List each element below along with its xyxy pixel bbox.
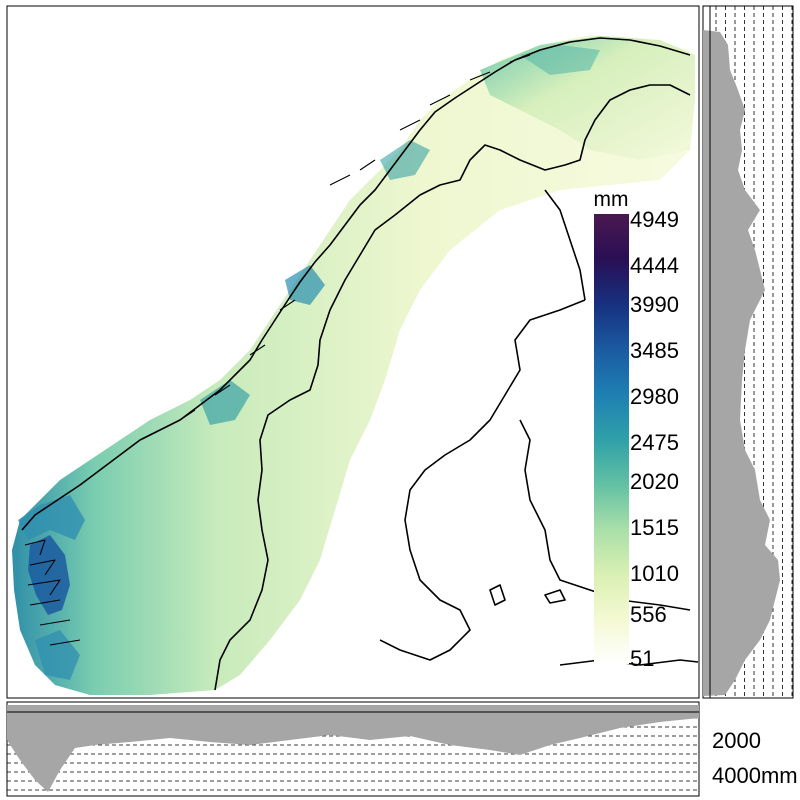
estonia-coast bbox=[559, 659, 699, 666]
precip-wet-nordland bbox=[285, 265, 325, 305]
precip-north-arctic bbox=[480, 36, 695, 160]
fjord-details-north bbox=[329, 54, 531, 186]
colorbar-tick-1010: 1010 bbox=[630, 561, 679, 586]
colorbar-tick-556: 556 bbox=[630, 602, 667, 627]
precipitation-field bbox=[12, 35, 695, 695]
colorbar-tick-3485: 3485 bbox=[630, 338, 679, 363]
right-profile-shape bbox=[703, 30, 780, 696]
bottom-profile-shape bbox=[7, 705, 699, 792]
precip-wet-north bbox=[380, 140, 430, 180]
bottom-axis-tick-2000: 2000 bbox=[712, 728, 761, 753]
colorbar-tick-2980: 2980 bbox=[630, 384, 679, 409]
fjord-details-mid bbox=[139, 299, 296, 441]
colorbar-tick-labels: 4949 4444 3990 3485 2980 2475 2020 1515 1010 556 5… bbox=[630, 207, 679, 671]
right-profile-panel bbox=[702, 5, 794, 699]
colorbar-tick-4444: 4444 bbox=[630, 253, 679, 278]
colorbar-tick-51: 51 bbox=[630, 646, 654, 671]
colorbar-tick-2020: 2020 bbox=[630, 469, 679, 494]
sweden-finland-border bbox=[544, 189, 586, 301]
precip-wet-westcoast-2 bbox=[18, 495, 85, 540]
precip-wet-central bbox=[200, 380, 250, 425]
colorbar-tick-2475: 2475 bbox=[630, 430, 679, 455]
precip-wet-southwest bbox=[35, 630, 80, 680]
bottom-profile-panel bbox=[6, 701, 700, 797]
colorbar-tick-4949: 4949 bbox=[630, 207, 679, 232]
sweden-east-coast bbox=[379, 299, 586, 661]
precip-land-main bbox=[12, 35, 695, 695]
fjord-details-south bbox=[24, 539, 81, 646]
norway-sweden-border bbox=[214, 84, 691, 691]
bottom-axis-tick-4000mm: 4000mm bbox=[712, 763, 798, 788]
precip-wet-westcoast bbox=[28, 535, 70, 615]
bottom-axis-labels: 2000 4000mm bbox=[712, 728, 798, 788]
country-borders bbox=[21, 37, 699, 691]
colorbar-tick-3990: 3990 bbox=[630, 292, 679, 317]
colorbar-tick-1515: 1515 bbox=[630, 515, 679, 540]
colorbar-legend: mm 4949 4444 3990 3485 2980 2475 2020 1515 1010 5… bbox=[594, 188, 679, 671]
precip-wet-finnmark bbox=[520, 45, 600, 75]
finland-coast bbox=[519, 419, 691, 611]
baltic-islands bbox=[489, 584, 566, 606]
legend-unit-label: mm bbox=[594, 188, 629, 211]
colorbar-gradient bbox=[594, 214, 629, 664]
